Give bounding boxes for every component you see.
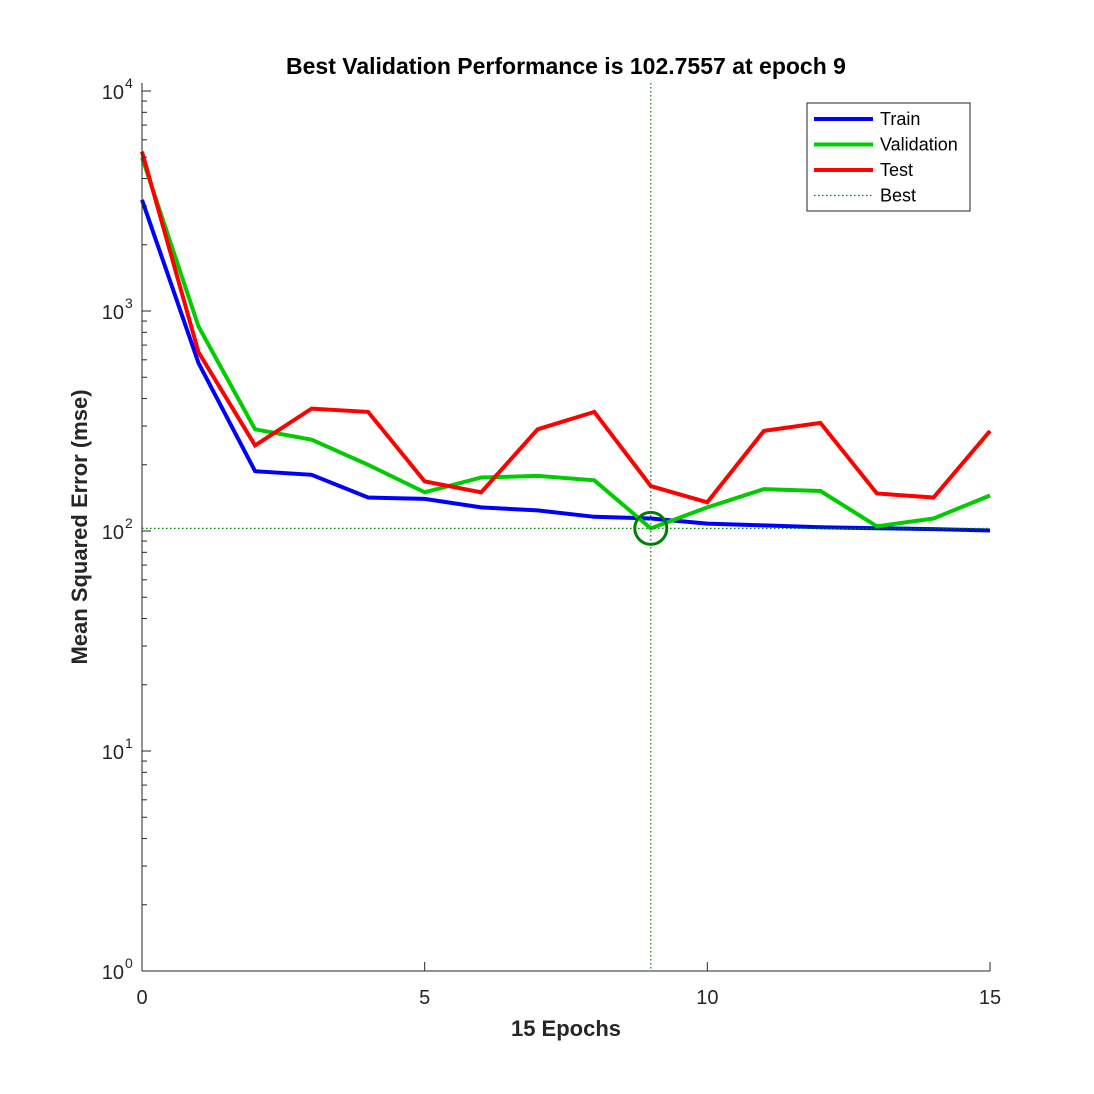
legend: Train Validation Test Best — [806, 102, 971, 212]
y-tick-label: 10 — [102, 82, 124, 104]
legend-label-test: Test — [880, 160, 913, 180]
y-tick-label: 10 — [102, 742, 124, 764]
y-axis-label: Mean Squared Error (mse) — [67, 389, 92, 664]
chart-title: Best Validation Performance is 102.7557 … — [286, 53, 846, 79]
y-tick-exponent: 1 — [125, 735, 133, 751]
legend-label-best: Best — [880, 186, 916, 206]
x-tick-label: 10 — [696, 987, 718, 1009]
series-line-test — [140, 151, 992, 505]
y-tick-label: 10 — [102, 962, 124, 984]
legend-label-train: Train — [880, 109, 920, 129]
x-tick-label: 0 — [136, 987, 147, 1009]
x-tick-label: 15 — [979, 987, 1001, 1009]
legend-label-validation: Validation — [880, 135, 958, 155]
y-tick-label: 10 — [102, 522, 124, 544]
y-tick-exponent: 2 — [125, 515, 133, 531]
y-tick-exponent: 3 — [125, 295, 133, 311]
best-marker — [633, 510, 669, 546]
y-tick-label: 10 — [102, 302, 124, 324]
x-axis-label: 15 Epochs — [511, 1016, 621, 1041]
x-tick-label: 5 — [419, 987, 430, 1009]
y-tick-exponent: 0 — [125, 955, 133, 971]
series-line-validation — [140, 156, 991, 531]
y-tick-exponent: 4 — [125, 75, 133, 91]
series-line-train — [140, 199, 991, 533]
